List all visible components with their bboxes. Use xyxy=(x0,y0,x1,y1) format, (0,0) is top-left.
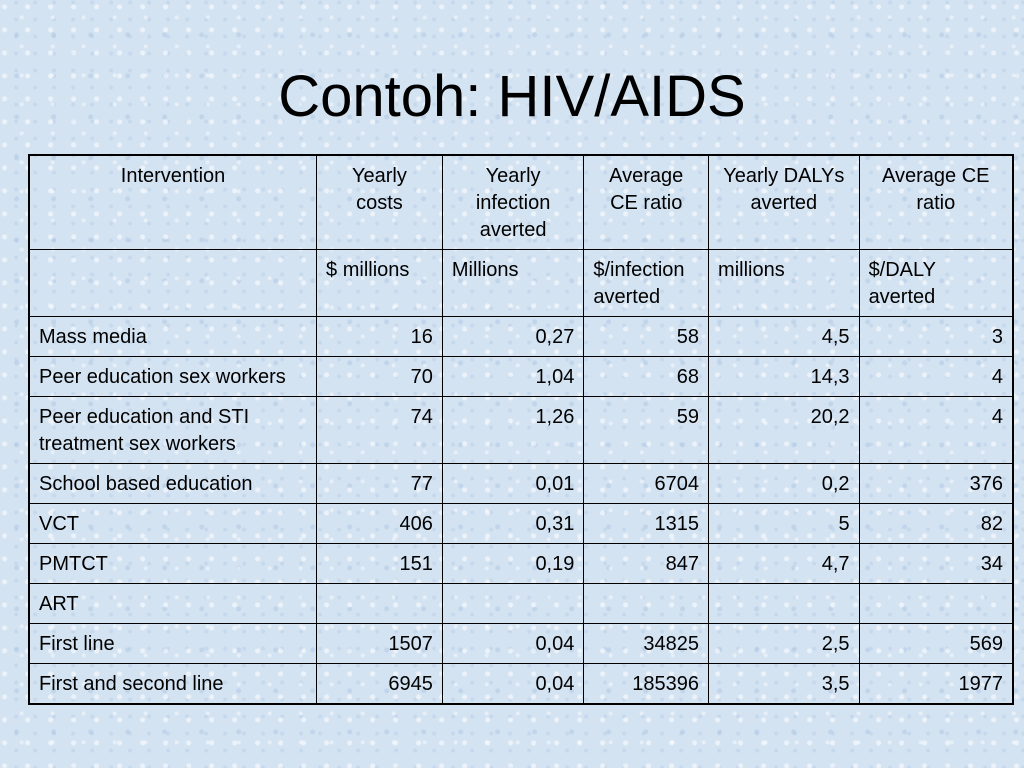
table-units-row: $ millions Millions $/infection averted … xyxy=(28,249,1014,317)
table-row: First and second line 6945 0,04 185396 3… xyxy=(28,663,1014,705)
ce-ratio-infection-cell: 1315 xyxy=(583,503,710,544)
table-row: School based education 77 0,01 6704 0,2 … xyxy=(28,463,1014,504)
ce-ratio-infection-cell: 58 xyxy=(583,316,710,357)
intervention-name: Mass media xyxy=(28,316,318,357)
intervention-name: Peer education and STI treatment sex wor… xyxy=(28,396,318,464)
page-title: Contoh: HIV/AIDS xyxy=(278,64,746,129)
yearly-costs-cell: 151 xyxy=(316,543,443,584)
infection-averted-cell: 0,27 xyxy=(441,316,585,357)
yearly-costs-cell: 6945 xyxy=(316,663,443,705)
ce-ratio-daly-cell: 4 xyxy=(858,356,1014,397)
intervention-name: Peer education sex workers xyxy=(28,356,318,397)
table-header-row: Intervention Yearly costs Yearly infecti… xyxy=(28,154,1014,250)
ce-ratio-daly-cell: 376 xyxy=(858,463,1014,504)
column-header-ce-ratio-daly: Average CE ratio xyxy=(858,154,1014,250)
table-row: ART xyxy=(28,583,1014,624)
ce-ratio-daly-cell: 34 xyxy=(858,543,1014,584)
yearly-costs-cell: 16 xyxy=(316,316,443,357)
ce-ratio-daly-cell: 569 xyxy=(858,623,1014,664)
intervention-name: School based education xyxy=(28,463,318,504)
yearly-costs-cell xyxy=(316,583,443,624)
dalys-averted-cell: 3,5 xyxy=(708,663,860,705)
table-row: Peer education sex workers 70 1,04 68 14… xyxy=(28,356,1014,397)
unit-cell-ce-ratio-daly: $/DALY averted xyxy=(858,249,1014,317)
ce-ratio-infection-cell: 6704 xyxy=(583,463,710,504)
ce-ratio-daly-cell: 4 xyxy=(858,396,1014,464)
infection-averted-cell: 0,04 xyxy=(441,623,585,664)
intervention-name: First line xyxy=(28,623,318,664)
ce-ratio-daly-cell: 3 xyxy=(858,316,1014,357)
intervention-name: PMTCT xyxy=(28,543,318,584)
yearly-costs-cell: 1507 xyxy=(316,623,443,664)
table-row: PMTCT 151 0,19 847 4,7 34 xyxy=(28,543,1014,584)
intervention-name: VCT xyxy=(28,503,318,544)
yearly-costs-cell: 77 xyxy=(316,463,443,504)
column-header-yearly-dalys-averted: Yearly DALYs averted xyxy=(708,154,860,250)
infection-averted-cell: 0,01 xyxy=(441,463,585,504)
column-header-intervention: Intervention xyxy=(28,154,318,250)
unit-cell-intervention xyxy=(28,249,318,317)
dalys-averted-cell: 14,3 xyxy=(708,356,860,397)
ce-ratio-infection-cell: 68 xyxy=(583,356,710,397)
table-row: VCT 406 0,31 1315 5 82 xyxy=(28,503,1014,544)
infection-averted-cell: 1,04 xyxy=(441,356,585,397)
table-row: Mass media 16 0,27 58 4,5 3 xyxy=(28,316,1014,357)
ce-ratio-infection-cell: 34825 xyxy=(583,623,710,664)
dalys-averted-cell: 0,2 xyxy=(708,463,860,504)
dalys-averted-cell: 2,5 xyxy=(708,623,860,664)
cost-effectiveness-table: Intervention Yearly costs Yearly infecti… xyxy=(28,154,1014,705)
dalys-averted-cell: 20,2 xyxy=(708,396,860,464)
table-row: First line 1507 0,04 34825 2,5 569 xyxy=(28,623,1014,664)
yearly-costs-cell: 70 xyxy=(316,356,443,397)
ce-ratio-infection-cell xyxy=(583,583,710,624)
ce-ratio-infection-cell: 59 xyxy=(583,396,710,464)
ce-ratio-daly-cell xyxy=(858,583,1014,624)
column-header-ce-ratio-infection: Average CE ratio xyxy=(583,154,710,250)
ce-ratio-infection-cell: 185396 xyxy=(583,663,710,705)
yearly-costs-cell: 74 xyxy=(316,396,443,464)
intervention-name: ART xyxy=(28,583,318,624)
dalys-averted-cell: 5 xyxy=(708,503,860,544)
ce-ratio-infection-cell: 847 xyxy=(583,543,710,584)
unit-cell-yearly-dalys-averted: millions xyxy=(708,249,860,317)
unit-cell-yearly-costs: $ millions xyxy=(316,249,443,317)
table-body: Mass media 16 0,27 58 4,5 3 Peer educati… xyxy=(28,316,1014,705)
infection-averted-cell: 1,26 xyxy=(441,396,585,464)
column-header-yearly-costs: Yearly costs xyxy=(316,154,443,250)
infection-averted-cell: 0,19 xyxy=(441,543,585,584)
infection-averted-cell: 0,31 xyxy=(441,503,585,544)
intervention-name: First and second line xyxy=(28,663,318,705)
ce-ratio-daly-cell: 1977 xyxy=(858,663,1014,705)
table-row: Peer education and STI treatment sex wor… xyxy=(28,396,1014,464)
dalys-averted-cell: 4,5 xyxy=(708,316,860,357)
column-header-yearly-infection-averted: Yearly infection averted xyxy=(441,154,585,250)
ce-ratio-daly-cell: 82 xyxy=(858,503,1014,544)
yearly-costs-cell: 406 xyxy=(316,503,443,544)
dalys-averted-cell: 4,7 xyxy=(708,543,860,584)
infection-averted-cell xyxy=(441,583,585,624)
unit-cell-ce-ratio-infection: $/infection averted xyxy=(583,249,710,317)
unit-cell-yearly-infection-averted: Millions xyxy=(441,249,585,317)
infection-averted-cell: 0,04 xyxy=(441,663,585,705)
dalys-averted-cell xyxy=(708,583,860,624)
